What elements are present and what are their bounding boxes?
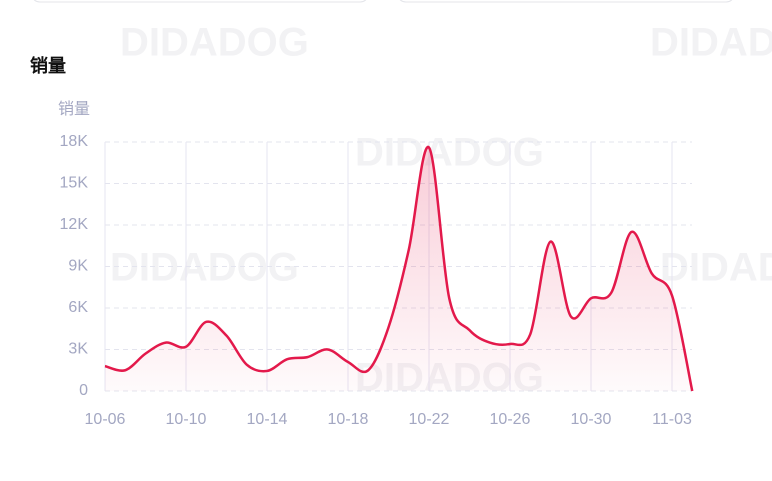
y-tick-label: 9K bbox=[68, 258, 88, 275]
watermark: DIDADOG bbox=[120, 21, 309, 65]
y-tick-label: 0 bbox=[79, 382, 88, 399]
watermark: DIDADOG bbox=[110, 246, 299, 290]
watermark: DIDADOG bbox=[660, 246, 772, 290]
y-tick-label: 12K bbox=[60, 216, 89, 233]
card bbox=[33, 0, 367, 3]
x-tick-label: 10-18 bbox=[328, 411, 369, 428]
chart-title: 销量 bbox=[30, 55, 66, 76]
x-tick-label: 10-30 bbox=[571, 411, 612, 428]
y-tick-label: 15K bbox=[60, 175, 89, 192]
line bbox=[104, 146, 694, 392]
y-tick-label: 6K bbox=[68, 299, 88, 316]
watermark: DIDADOG bbox=[355, 131, 544, 175]
x-tick-label: 11-03 bbox=[652, 411, 692, 428]
y-axis-title: 销量 bbox=[58, 100, 90, 118]
y-tick-label: 18K bbox=[60, 133, 89, 150]
card bbox=[399, 0, 733, 3]
x-tick-label: 10-26 bbox=[490, 411, 531, 428]
area bbox=[105, 146, 693, 391]
watermark: DIDADOG bbox=[650, 21, 772, 65]
x-tick-label: 10-22 bbox=[409, 411, 450, 428]
y-tick-label: 3K bbox=[68, 341, 88, 358]
x-tick-label: 10-06 bbox=[85, 411, 126, 428]
x-tick-label: 10-10 bbox=[166, 411, 207, 428]
x-tick-label: 10-14 bbox=[247, 411, 288, 428]
